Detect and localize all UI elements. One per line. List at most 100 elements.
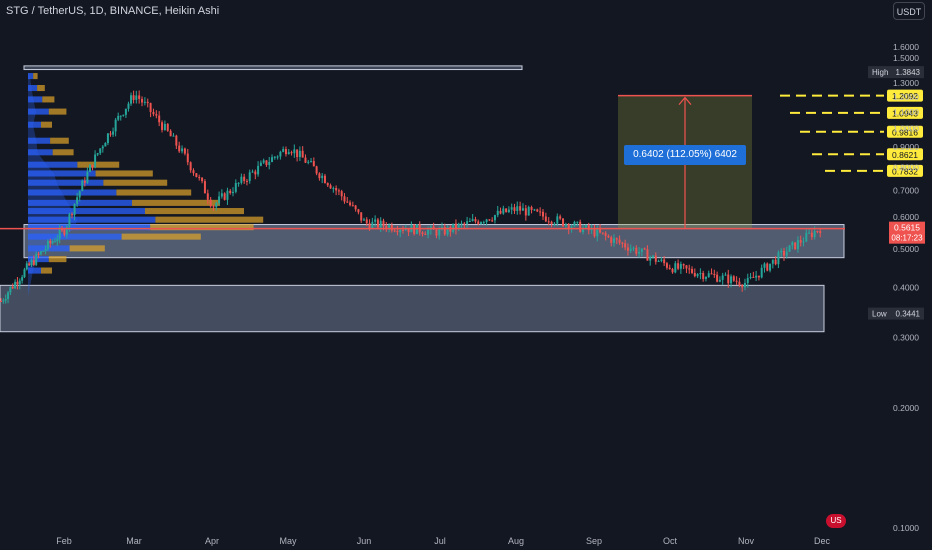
candle-body [516, 206, 519, 211]
low-tag-label: Low [872, 310, 887, 319]
candle-body [553, 223, 556, 225]
candle-body [178, 145, 181, 152]
resistance-zone [23, 65, 523, 71]
candle-body [307, 161, 310, 163]
candle-body [321, 175, 324, 179]
profile-bar-value [28, 149, 53, 156]
candle-body [564, 224, 567, 227]
candle-body [127, 103, 130, 109]
candle-body [707, 273, 710, 277]
profile-bar-overflow [121, 233, 201, 240]
candle-body [813, 230, 816, 238]
profile-bar-value [28, 137, 51, 144]
candle-body [485, 219, 488, 223]
candle-body [83, 180, 86, 183]
candle-body [530, 207, 533, 210]
candle-body [749, 276, 752, 279]
candle-body [443, 227, 446, 235]
candle-body [760, 267, 763, 278]
candle-body [81, 180, 84, 192]
x-tick-label: Apr [205, 536, 219, 546]
candle-body [660, 259, 663, 262]
candle-body [604, 232, 607, 236]
candle-body [192, 170, 195, 174]
candle-body [332, 188, 335, 190]
candle-body [65, 226, 68, 235]
candle-body [618, 239, 621, 243]
candle-body [254, 171, 257, 175]
candle-body [607, 235, 610, 238]
currency-button[interactable]: USDT [893, 2, 925, 20]
time-axis[interactable]: Feb Mar Apr May Jun Jul Aug Sep Oct Nov Dec [56, 536, 830, 546]
candle-body [0, 301, 2, 303]
candle-body [777, 252, 780, 265]
profile-bar-overflow [69, 245, 105, 252]
candle-body [421, 232, 424, 234]
candle-body [741, 285, 744, 288]
profile-bar-overflow [42, 96, 55, 103]
candle-body [691, 268, 694, 273]
candle-body [573, 221, 576, 227]
profile-bar-value [28, 267, 41, 274]
candle-body [343, 196, 346, 202]
profile-bar-overflow [145, 208, 244, 215]
candle-body [245, 180, 248, 182]
profile-bar-overflow [48, 108, 67, 115]
x-tick-label: Mar [126, 536, 142, 546]
candle-body [68, 214, 71, 227]
candle-body [582, 227, 585, 233]
profile-bar-overflow [150, 224, 254, 231]
candle-body [28, 263, 31, 266]
target-lines: 1.2092 1.0943 0.9816 0.8621 0.7832 [780, 89, 923, 177]
candle-body [335, 188, 338, 191]
candle-body [284, 149, 287, 155]
candle-body [326, 183, 329, 186]
candle-body [524, 208, 527, 216]
candle-body [206, 193, 209, 200]
x-tick-label: Feb [56, 536, 72, 546]
target-tag [887, 148, 923, 161]
candle-body [138, 95, 141, 99]
high-tag-value: 1.3843 [896, 68, 921, 77]
candle-body [146, 101, 149, 104]
candle-body [114, 119, 117, 132]
candle-body [385, 226, 388, 230]
candle-body [399, 229, 402, 233]
profile-bar-overflow [103, 179, 168, 186]
candle-body [318, 173, 321, 179]
candle-body [106, 133, 109, 143]
x-tick-label: Dec [814, 536, 831, 546]
candle-body [152, 111, 155, 115]
candle-body [21, 277, 24, 281]
candle-body [738, 281, 741, 286]
profile-bar-value [28, 73, 34, 80]
y-tick-label: 0.4000 [893, 283, 919, 293]
candle-body [46, 240, 49, 249]
candle-body [713, 274, 716, 276]
candle-body [404, 229, 407, 231]
price-axis[interactable]: 1.60001.50001.40001.30001.20001.10001.00… [868, 42, 925, 533]
candle-body [166, 123, 169, 131]
candle-body [507, 209, 510, 213]
candle-body [477, 221, 480, 225]
profile-bar-overflow [132, 199, 220, 206]
candle-body [629, 248, 632, 251]
candle-body [49, 240, 52, 244]
current-price-value: 0.5615 [894, 223, 920, 233]
y-tick-label: 0.1000 [893, 523, 919, 533]
profile-bar-value [28, 85, 38, 92]
candle-body [101, 146, 104, 149]
candle-body [158, 115, 161, 123]
candle-body [559, 216, 562, 219]
profile-bar-overflow [52, 149, 74, 156]
candle-body [752, 276, 755, 278]
profile-bar-overflow [37, 85, 45, 92]
candle-body [615, 238, 618, 240]
flag-icon[interactable]: US [826, 514, 846, 528]
candle-body [488, 219, 491, 221]
candle-body [226, 190, 229, 200]
candle-body [243, 176, 246, 181]
target-tag [887, 164, 923, 177]
candle-body [240, 176, 243, 183]
